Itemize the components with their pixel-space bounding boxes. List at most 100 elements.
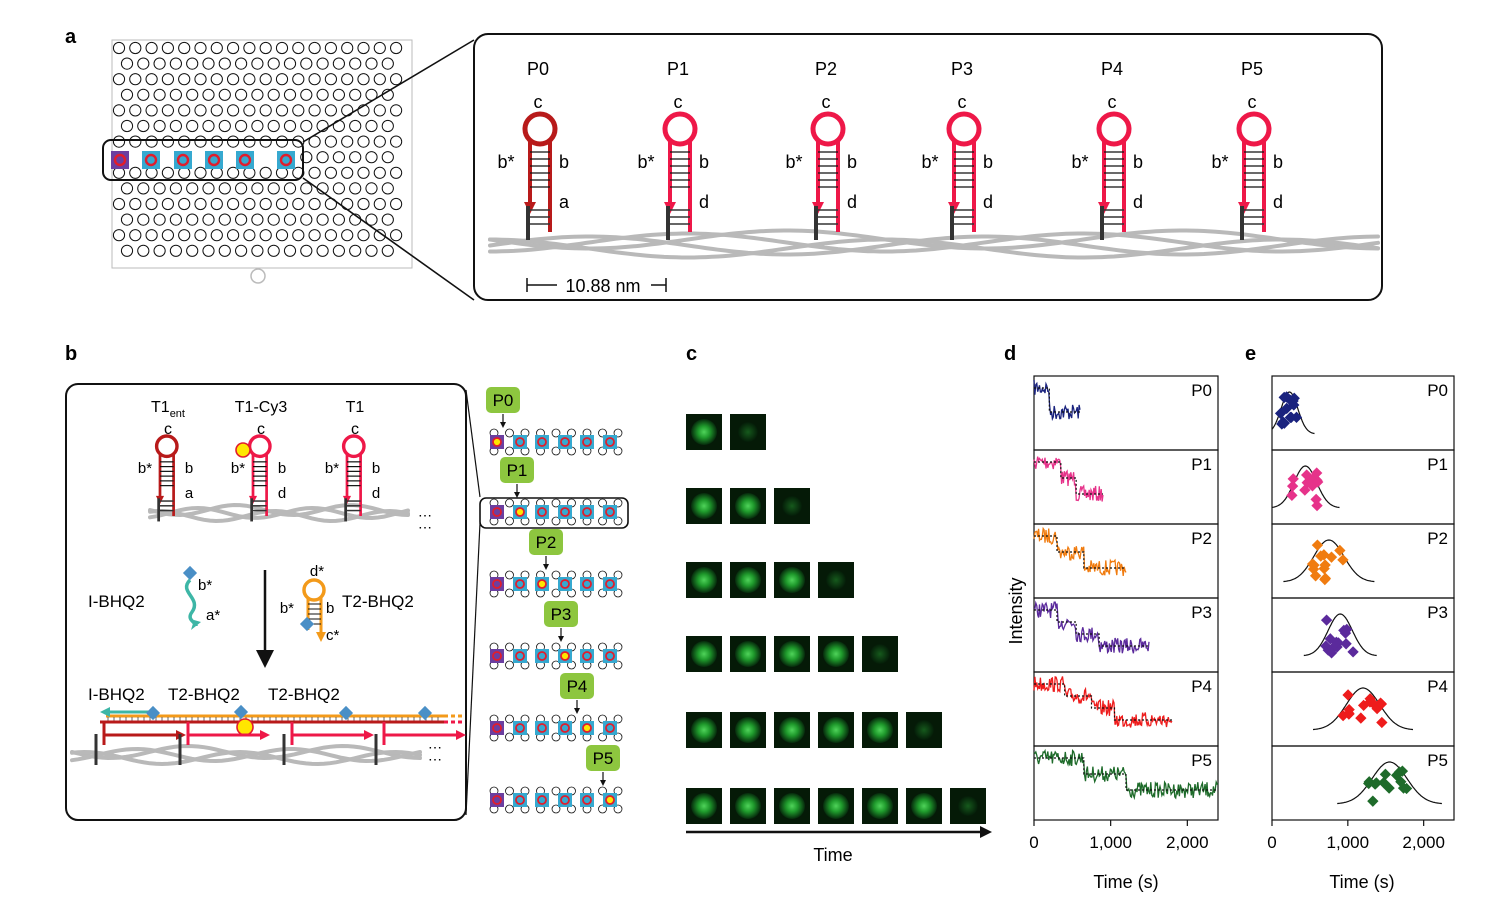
origami-helix-circle xyxy=(357,229,370,242)
origami-helix-circle xyxy=(283,119,297,133)
intensity-trace xyxy=(1033,676,1173,728)
data-point xyxy=(1325,551,1338,563)
origami-helix-circle xyxy=(186,119,199,133)
data-point xyxy=(1355,712,1367,724)
hairpin-name-subscript: ent xyxy=(170,408,185,420)
origami-helix-circle xyxy=(186,182,199,195)
data-point xyxy=(1364,693,1376,705)
origami-helix-circle xyxy=(178,197,191,211)
ellipsis: ⋯ xyxy=(428,739,442,755)
data-point xyxy=(1330,636,1343,648)
origami-loop xyxy=(250,268,266,284)
origami-helix-circle xyxy=(145,41,158,55)
t2-left-label: b* xyxy=(280,600,294,617)
origami-helix-circle xyxy=(341,104,354,117)
data-point xyxy=(1339,627,1352,639)
stem-left-label: b* xyxy=(637,152,654,172)
origami-helix-circle xyxy=(129,41,142,55)
origami-helix-circle xyxy=(210,135,223,148)
fluorescent-spot xyxy=(735,493,761,519)
origami-helix-circle xyxy=(227,73,240,86)
origami-helix-circle xyxy=(381,57,394,70)
data-point xyxy=(1309,570,1322,582)
origami-helix-circle xyxy=(210,229,223,242)
position-label-4: P4 xyxy=(1101,59,1123,79)
origami-helix-circle xyxy=(129,166,142,179)
fluorescent-spot xyxy=(867,717,893,743)
trace-box xyxy=(1033,745,1219,821)
origami-helix-circle xyxy=(341,41,354,55)
lattice-circle xyxy=(505,732,514,742)
lattice-site-ring xyxy=(560,507,570,517)
lattice-site xyxy=(603,577,617,591)
origami-helix-circle xyxy=(381,244,394,257)
origami-helix-circle xyxy=(235,57,248,70)
origami-helix-circle xyxy=(341,166,354,179)
t2-loop xyxy=(302,578,326,602)
origami-helix-circle xyxy=(308,73,321,86)
zoom-line-top xyxy=(302,39,475,143)
intensity-trace xyxy=(1033,526,1127,576)
t2-arrowhead xyxy=(316,632,326,642)
lattice-site xyxy=(490,793,504,807)
stem-left-label: b* xyxy=(785,152,802,172)
origami-helix-circle xyxy=(324,73,337,86)
origami-helix-circle xyxy=(120,244,134,257)
initiator-strand xyxy=(184,578,198,627)
data-point xyxy=(1383,782,1395,794)
origami-helix-circle xyxy=(129,135,142,148)
intensity-trace xyxy=(1033,748,1219,801)
origami-helix-circle xyxy=(332,88,345,101)
origami-helix-circle xyxy=(161,135,174,148)
lattice-site-ring xyxy=(515,507,525,517)
reaction-arrowhead xyxy=(256,650,274,668)
lattice-site-ring xyxy=(492,795,502,805)
quencher-diamond xyxy=(182,565,198,581)
origami-helix-circle xyxy=(365,119,378,133)
origami-site-square xyxy=(111,151,129,169)
origami-helix-circle xyxy=(373,104,386,117)
origami-helix-circle xyxy=(349,119,362,133)
lattice-site xyxy=(535,649,549,663)
origami-helix-circle xyxy=(251,182,264,195)
lattice-site xyxy=(580,793,594,807)
origami-helix-circle xyxy=(251,119,264,133)
gaussian-fit xyxy=(1271,465,1340,509)
origami-helix-circle xyxy=(275,135,289,148)
origami-helix-circle xyxy=(227,166,240,179)
lattice-circle xyxy=(505,516,514,526)
origami-site-square xyxy=(174,151,192,169)
fluorescent-spot xyxy=(823,641,849,667)
origami-helix-circle xyxy=(267,182,280,195)
origami-helix-circle xyxy=(137,119,150,133)
tag-pointer-head xyxy=(514,492,520,498)
trace-label: P4 xyxy=(1191,677,1212,696)
x-tick-label: 1,000 xyxy=(1327,833,1370,852)
gaussian-fit xyxy=(1283,539,1375,583)
fluorescent-spot xyxy=(779,793,805,819)
e-xlabel: Time (s) xyxy=(1329,872,1394,892)
origami-helix-circle xyxy=(169,244,182,257)
tail-label: d xyxy=(1273,192,1283,212)
origami-helix-circle xyxy=(324,41,337,55)
zoom-line-bottom xyxy=(302,177,475,301)
lattice-site-ring xyxy=(492,723,502,733)
hairpin-name-1: T1-Cy3 xyxy=(235,399,288,416)
origami-helix-circle xyxy=(137,182,150,195)
lattice-circle xyxy=(505,498,514,508)
fluorescent-spot xyxy=(691,793,717,819)
origami-helix-circle xyxy=(267,213,280,226)
origami-helix-circle xyxy=(178,229,191,242)
origami-helix-circle xyxy=(145,73,158,86)
origami-helix-circle xyxy=(129,104,142,117)
origami-helix-circle xyxy=(243,229,256,242)
origami-helix-circle xyxy=(316,151,329,164)
scale-bar: 10.88 nm xyxy=(526,273,667,296)
origami-helix-circle xyxy=(169,57,182,70)
origami-helix-circle xyxy=(210,104,223,117)
data-point xyxy=(1277,416,1289,428)
lattice-site-ring xyxy=(537,437,547,447)
origami-helix-circle xyxy=(153,57,166,70)
origami-helix-circle xyxy=(373,73,386,86)
origami-helix-circle xyxy=(300,244,313,257)
